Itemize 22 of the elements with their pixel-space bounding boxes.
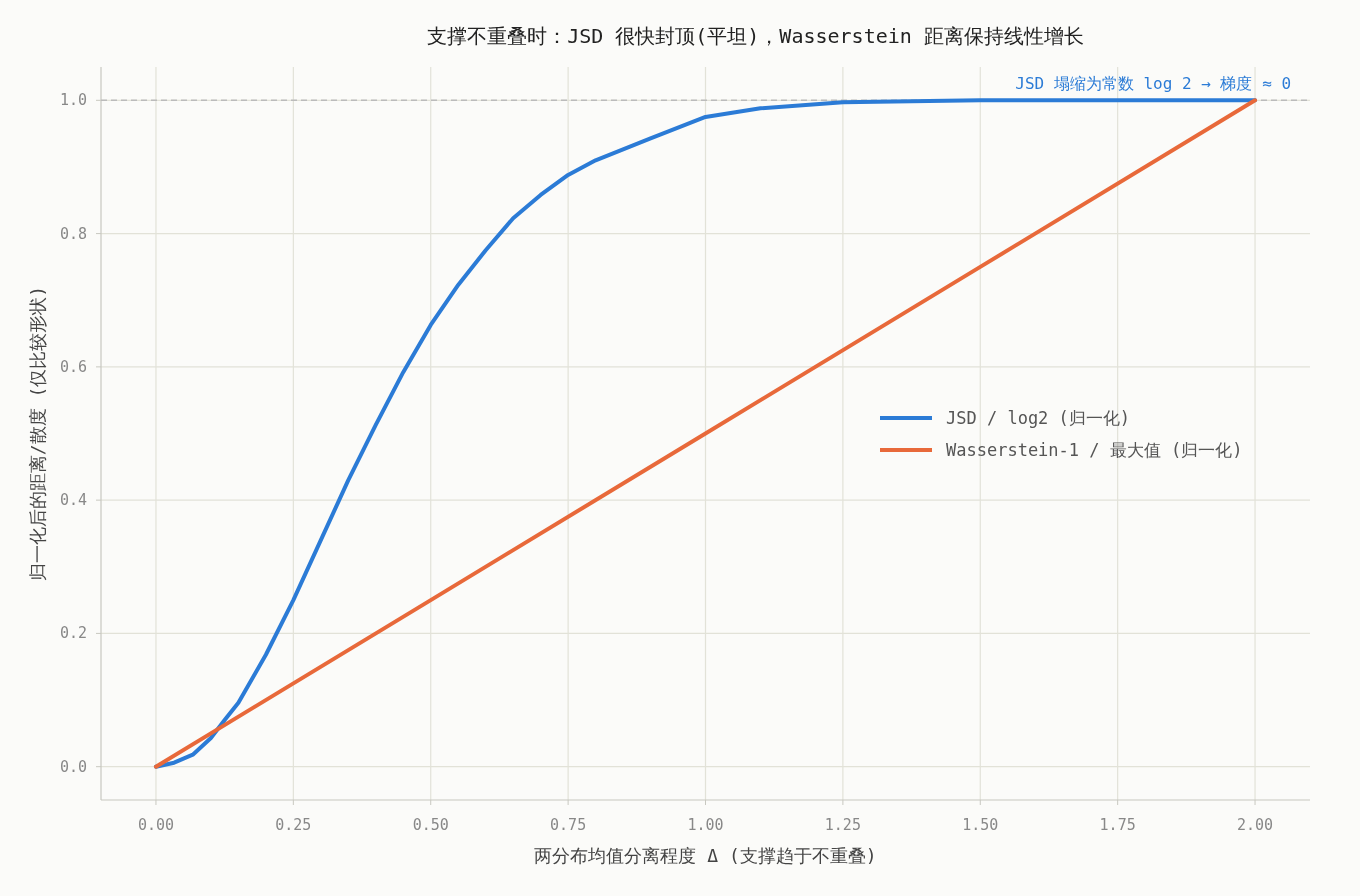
y-tick-label: 0.0 [59,757,87,776]
annotation: JSD 塌缩为常数 log 2 → 梯度 ≈ 0 [1015,74,1292,94]
legend-label: JSD / log2 (归一化) [946,408,1131,428]
line-series [153,98,1258,769]
x-tick-label: 0.00 [137,816,175,834]
x-tick-label: 0.25 [275,816,312,834]
y-tick-label: 1.0 [59,91,87,110]
x-tick-label: 0.50 [412,816,449,834]
x-tick-label: 1.25 [824,816,861,834]
y-tick-label: 0.6 [59,357,87,376]
y-tick-label: 0.2 [59,624,87,643]
legend-label: Wasserstein-1 / 最大值 (归一化) [946,440,1243,460]
chart-title: 支撑不重叠时：JSD 很快封顶(平坦)，Wasserstein 距离保持线性增长 [427,24,1084,48]
x-tick-label: 1.00 [687,816,724,834]
x-tick-label: 2.00 [1236,816,1274,834]
x-axis-title: 两分布均值分离程度 Δ (支撑趋于不重叠) [534,845,877,866]
y-tick-label: 0.8 [59,224,87,243]
x-tick-label: 1.75 [1099,816,1136,834]
x-tick-label: 1.50 [962,816,999,834]
y-tick-label: 0.4 [59,491,87,510]
x-tick-label: 0.75 [550,816,587,834]
y-axis-title: 归一化后的距离/散度 (仅比较形状) [27,285,48,582]
